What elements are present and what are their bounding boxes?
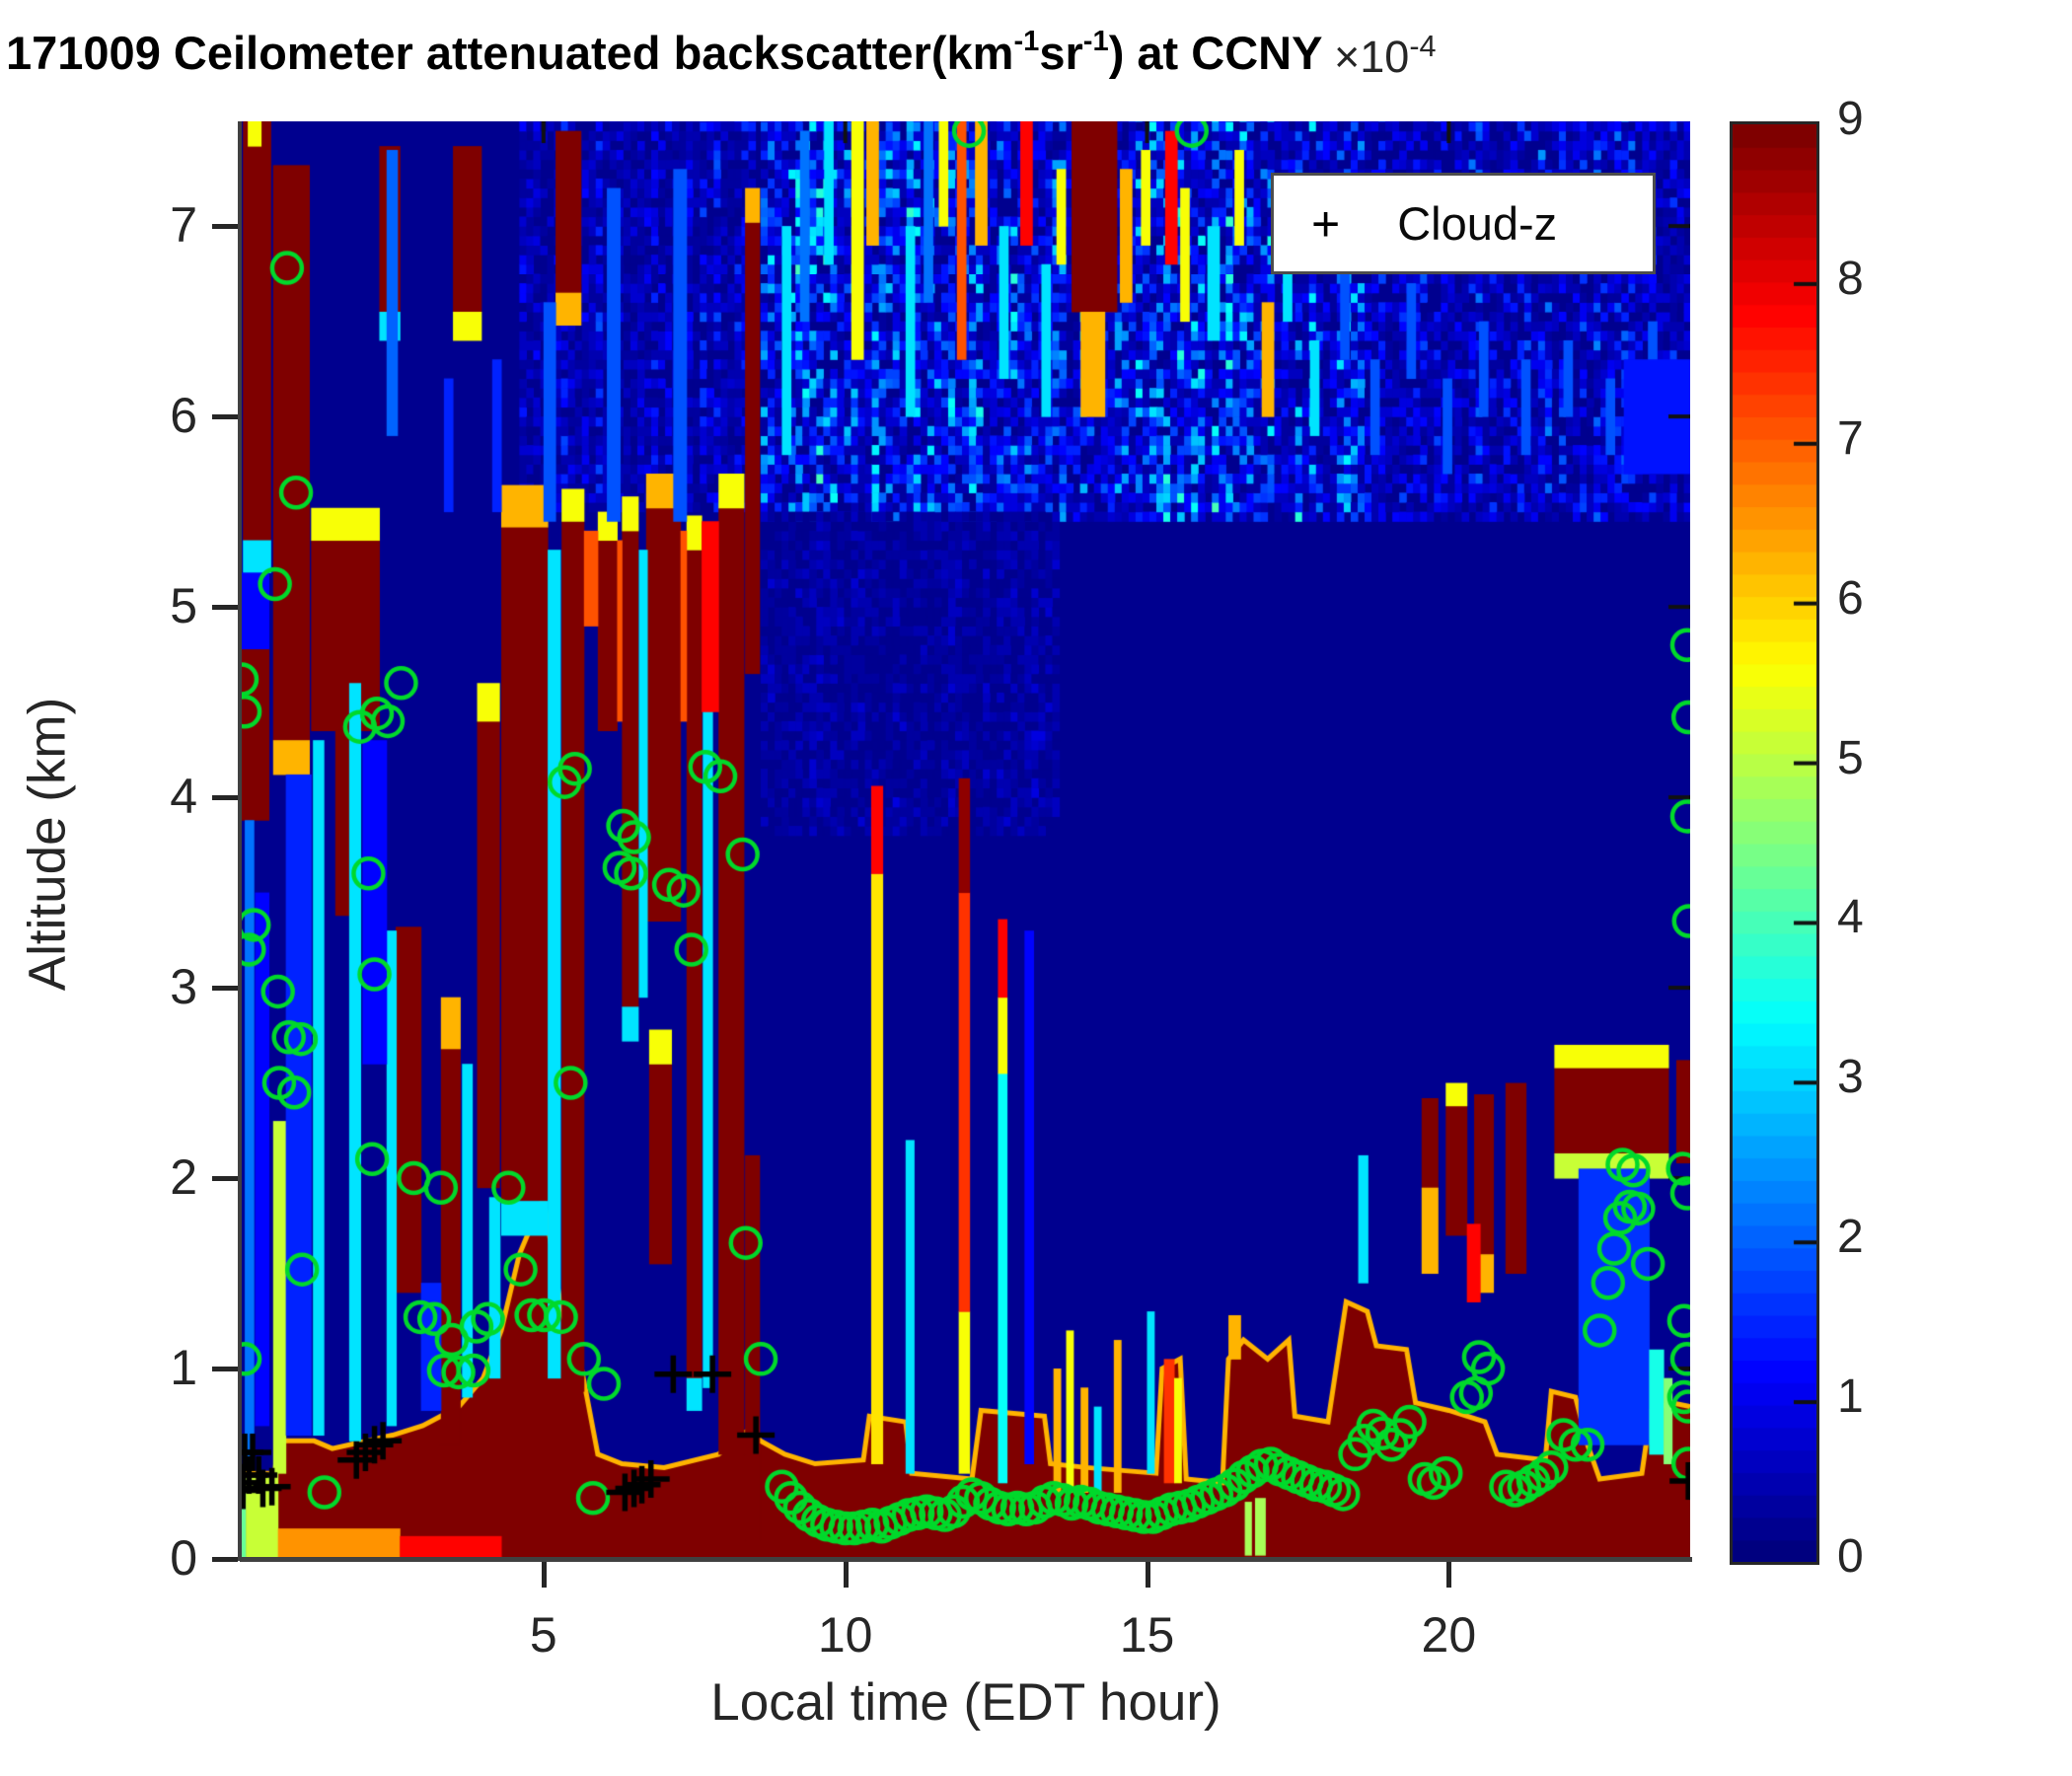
x-tick-mark [843,1562,849,1588]
colorbar-tick-label: 1 [1837,1370,1864,1424]
y-axis-label: Altitude (km) [18,697,77,992]
x-tick-label: 5 [529,1607,557,1663]
legend-label: Cloud-z [1397,197,1558,250]
y-tick-mark [212,414,238,420]
y-tick-mark [212,605,238,611]
y-tick-mark [212,1367,238,1372]
colorbar-tick-label: 6 [1837,571,1864,625]
colorbar-tick-label: 0 [1837,1530,1864,1583]
x-tick-label: 15 [1119,1607,1175,1663]
colorbar-tick-label: 3 [1837,1051,1864,1104]
y-tick-label: 4 [170,769,197,825]
y-tick-label: 3 [170,959,197,1015]
chart-title-text: 171009 Ceilometer attenuated backscatter… [6,27,1014,79]
chart-title-sup1: -1 [1013,26,1040,58]
x-tick-mark [1145,1562,1150,1588]
y-tick-mark [212,1557,238,1562]
chart-title-mid: sr [1039,27,1083,79]
y-tick-label: 7 [170,197,197,254]
x-tick-mark [1446,1562,1452,1588]
chart-title: 171009 Ceilometer attenuated backscatter… [6,26,1322,80]
y-tick-label: 1 [170,1340,197,1396]
y-tick-mark [212,986,238,992]
colorbar-tick-label: 2 [1837,1211,1864,1264]
chart-title-suffix: ) at CCNY [1108,27,1323,79]
colorbar-scale-exponent: -4 [1409,30,1437,63]
legend-box: + Cloud-z [1271,173,1656,274]
y-tick-label: 0 [170,1530,197,1586]
y-tick-mark [212,224,238,230]
colorbar-canvas [1730,121,1819,1565]
colorbar-tick-label: 8 [1837,252,1864,305]
heatmap-canvas [242,121,1690,1559]
colorbar-tick-label: 7 [1837,411,1864,465]
y-axis-line [238,121,242,1561]
y-tick-mark [212,1176,238,1182]
colorbar-scale-prefix: ×10 [1334,32,1410,82]
colorbar-tick-label: 4 [1837,891,1864,944]
colorbar-scale-label: ×10-4 [1334,30,1437,83]
legend-plus-marker-icon: + [1311,195,1341,252]
x-tick-label: 20 [1421,1607,1477,1663]
y-tick-label: 5 [170,578,197,634]
x-tick-mark [541,1562,547,1588]
x-axis-line [240,1557,1692,1562]
y-tick-mark [212,795,238,801]
chart-title-sup2: -1 [1082,26,1109,58]
colorbar-tick-label: 5 [1837,731,1864,784]
x-tick-label: 10 [817,1607,873,1663]
y-tick-label: 2 [170,1149,197,1206]
colorbar-tick-label: 9 [1837,93,1864,145]
x-axis-label: Local time (EDT hour) [710,1673,1221,1732]
y-tick-label: 6 [170,388,197,444]
